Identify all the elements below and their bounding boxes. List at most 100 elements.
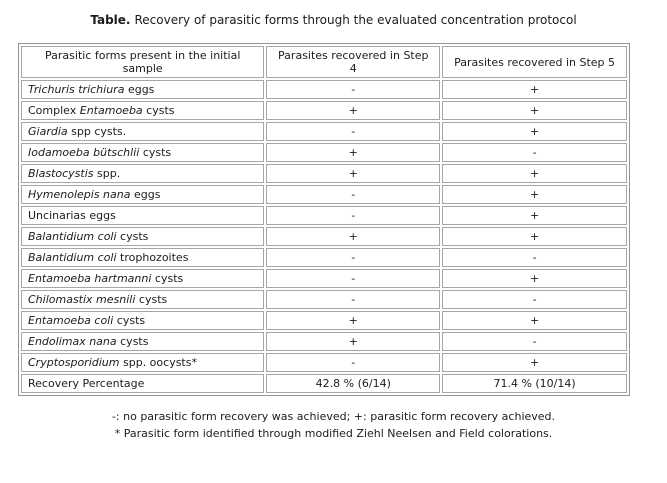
footnote-symbols: -: no parasitic form recovery was achiev… [111, 410, 556, 423]
step4-value-cell: + [266, 311, 441, 330]
table-row: Balantidium coli trophozoites - - [21, 248, 627, 267]
plain-text: cysts [142, 104, 175, 117]
parasite-name-cell: Giardia spp cysts. [21, 122, 265, 141]
parasite-name-cell: Balantidium coli cysts [21, 227, 265, 246]
step5-value-cell: + [442, 206, 627, 225]
taxon-name: Entamoeba hartmanni [28, 272, 152, 285]
step4-value-cell: + [266, 164, 441, 183]
step5-value-cell: - [442, 248, 627, 267]
step4-value-cell: 42.8 % (6/14) [266, 374, 441, 393]
parasite-name-cell: Entamoeba hartmanni cysts [21, 269, 265, 288]
plain-text: spp cysts. [67, 125, 127, 138]
taxon-name: Entamoeba coli [28, 314, 114, 327]
table-row: Recovery Percentage 42.8 % (6/14) 71.4 % (… [21, 374, 627, 393]
table-row: Trichuris trichiura eggs - + [21, 80, 627, 99]
step4-value-cell: + [266, 227, 441, 246]
plain-text: spp. [93, 167, 121, 180]
parasite-name-cell: Endolimax nana cysts [21, 332, 265, 351]
step5-value-cell: + [442, 227, 627, 246]
step5-value-cell: 71.4 % (10/14) [442, 374, 627, 393]
table-row: Blastocystis spp. + + [21, 164, 627, 183]
step4-value-cell: - [266, 290, 441, 309]
step4-value-cell: + [266, 101, 441, 120]
taxon-name: Chilomastix mesnili [28, 293, 136, 306]
step5-value-cell: + [442, 353, 627, 372]
taxon-name: Entamoeba [79, 104, 143, 117]
table-title-label: Table. [90, 13, 131, 27]
plain-text: eggs [130, 188, 161, 201]
step5-value-cell: - [442, 290, 627, 309]
plain-text: cysts [113, 314, 146, 327]
step5-value-cell: + [442, 80, 627, 99]
plain-text: cysts [116, 335, 149, 348]
step5-value-cell: + [442, 122, 627, 141]
table-row: Entamoeba hartmanni cysts - + [21, 269, 627, 288]
taxon-name: Blastocystis [28, 167, 94, 180]
column-header-parasitic-forms: Parasitic forms present in the initial s… [21, 46, 265, 78]
table-header: Parasitic forms present in the initial s… [21, 46, 627, 78]
taxon-name: Balantidium coli [28, 230, 117, 243]
step4-value-cell: + [266, 332, 441, 351]
taxon-name: Iodamoeba bütschlii [28, 146, 140, 159]
taxon-name: Hymenolepis nana [28, 188, 131, 201]
parasite-name-cell: Balantidium coli trophozoites [21, 248, 265, 267]
parasite-name-cell: Entamoeba coli cysts [21, 311, 265, 330]
parasite-name-cell: Blastocystis spp. [21, 164, 265, 183]
taxon-name: Endolimax nana [28, 335, 117, 348]
step4-value-cell: - [266, 248, 441, 267]
parasite-name-cell: Recovery Percentage [21, 374, 265, 393]
plain-text: spp. oocysts* [119, 356, 197, 369]
taxon-name: Balantidium coli [28, 251, 117, 264]
step5-value-cell: + [442, 101, 627, 120]
step5-value-cell: - [442, 143, 627, 162]
header-row: Parasitic forms present in the initial s… [21, 46, 627, 78]
step5-value-cell: + [442, 164, 627, 183]
parasite-name-cell: Trichuris trichiura eggs [21, 80, 265, 99]
step4-value-cell: + [266, 143, 441, 162]
step4-value-cell: - [266, 206, 441, 225]
plain-text: cysts [139, 146, 172, 159]
step4-value-cell: - [266, 269, 441, 288]
table-row: Iodamoeba bütschlii cysts + - [21, 143, 627, 162]
column-header-step5: Parasites recovered in Step 5 [442, 46, 627, 78]
table-body: Trichuris trichiura eggs - + Complex Entamo… [21, 80, 627, 393]
plain-text: cysts [151, 272, 184, 285]
step4-value-cell: - [266, 122, 441, 141]
taxon-name: Cryptosporidium [28, 356, 120, 369]
table-row: Entamoeba coli cysts + + [21, 311, 627, 330]
parasite-name-cell: Hymenolepis nana eggs [21, 185, 265, 204]
plain-text: cysts [116, 230, 149, 243]
footnotes: -: no parasitic form recovery was achiev… [0, 408, 667, 442]
table-title: Table. Recovery of parasitic forms throug… [0, 13, 667, 28]
table-row: Cryptosporidium spp. oocysts* - + [21, 353, 627, 372]
parasite-name-cell: Uncinarias eggs [21, 206, 265, 225]
parasite-name-cell: Chilomastix mesnili cysts [21, 290, 265, 309]
footnote-asterisk: * Parasitic form identified through modi… [114, 427, 553, 440]
recovery-table: Parasitic forms present in the initial s… [18, 43, 630, 396]
step4-value-cell: - [266, 80, 441, 99]
table-title-text: Recovery of parasitic forms through the … [134, 13, 577, 27]
table-row: Giardia spp cysts. - + [21, 122, 627, 141]
table-row: Balantidium coli cysts + + [21, 227, 627, 246]
taxon-name: Giardia [28, 125, 68, 138]
step5-value-cell: + [442, 185, 627, 204]
column-header-step4: Parasites recovered in Step 4 [266, 46, 441, 78]
plain-text: cysts [135, 293, 168, 306]
parasite-name-cell: Iodamoeba bütschlii cysts [21, 143, 265, 162]
plain-text: trophozoites [116, 251, 189, 264]
step5-value-cell: + [442, 269, 627, 288]
parasite-name-cell: Complex Entamoeba cysts [21, 101, 265, 120]
step4-value-cell: - [266, 353, 441, 372]
table-row: Endolimax nana cysts + - [21, 332, 627, 351]
taxon-name: Trichuris trichiura [28, 83, 125, 96]
step5-value-cell: + [442, 311, 627, 330]
parasite-name-cell: Cryptosporidium spp. oocysts* [21, 353, 265, 372]
table-row: Hymenolepis nana eggs - + [21, 185, 627, 204]
step4-value-cell: - [266, 185, 441, 204]
table-row: Uncinarias eggs - + [21, 206, 627, 225]
plain-text: Recovery Percentage [28, 377, 145, 390]
plain-text: Uncinarias eggs [28, 209, 116, 222]
plain-text: eggs [124, 83, 155, 96]
table-row: Complex Entamoeba cysts + + [21, 101, 627, 120]
plain-text: Complex [28, 104, 80, 117]
